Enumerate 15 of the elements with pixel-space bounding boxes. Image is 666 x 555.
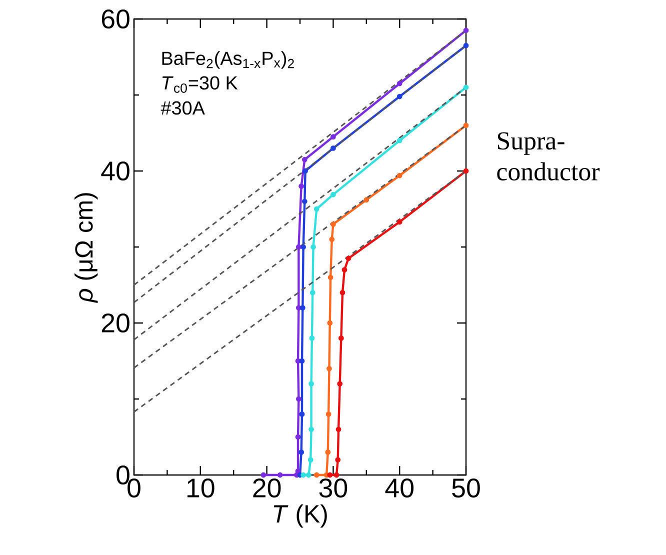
annotation: BaFe$_{2}$(As$_{1-x}$P$_{x}$)$_{2}$ bbox=[162, 51, 294, 69]
x-tick-label: 20 bbox=[253, 478, 281, 498]
x-tick-label: 50 bbox=[452, 478, 480, 498]
annotation: #30A bbox=[160, 101, 205, 115]
y-tick-label: 0 bbox=[116, 465, 130, 485]
x-tick-label: 10 bbox=[187, 478, 214, 498]
y-tick-label: 40 bbox=[101, 161, 130, 181]
y-tick-label: 60 bbox=[102, 9, 130, 29]
x-tick-label: 40 bbox=[385, 478, 414, 498]
y-tick-label: 20 bbox=[102, 313, 130, 333]
x-tick-label: 30 bbox=[319, 478, 348, 498]
text: Supra-conductor bbox=[497, 132, 600, 180]
x-axis-title: T (K) bbox=[274, 504, 327, 528]
y-axis-title: ρ (μΩ cm) bbox=[74, 193, 98, 304]
annotation: T$_{c0}$=30 K bbox=[162, 76, 238, 93]
